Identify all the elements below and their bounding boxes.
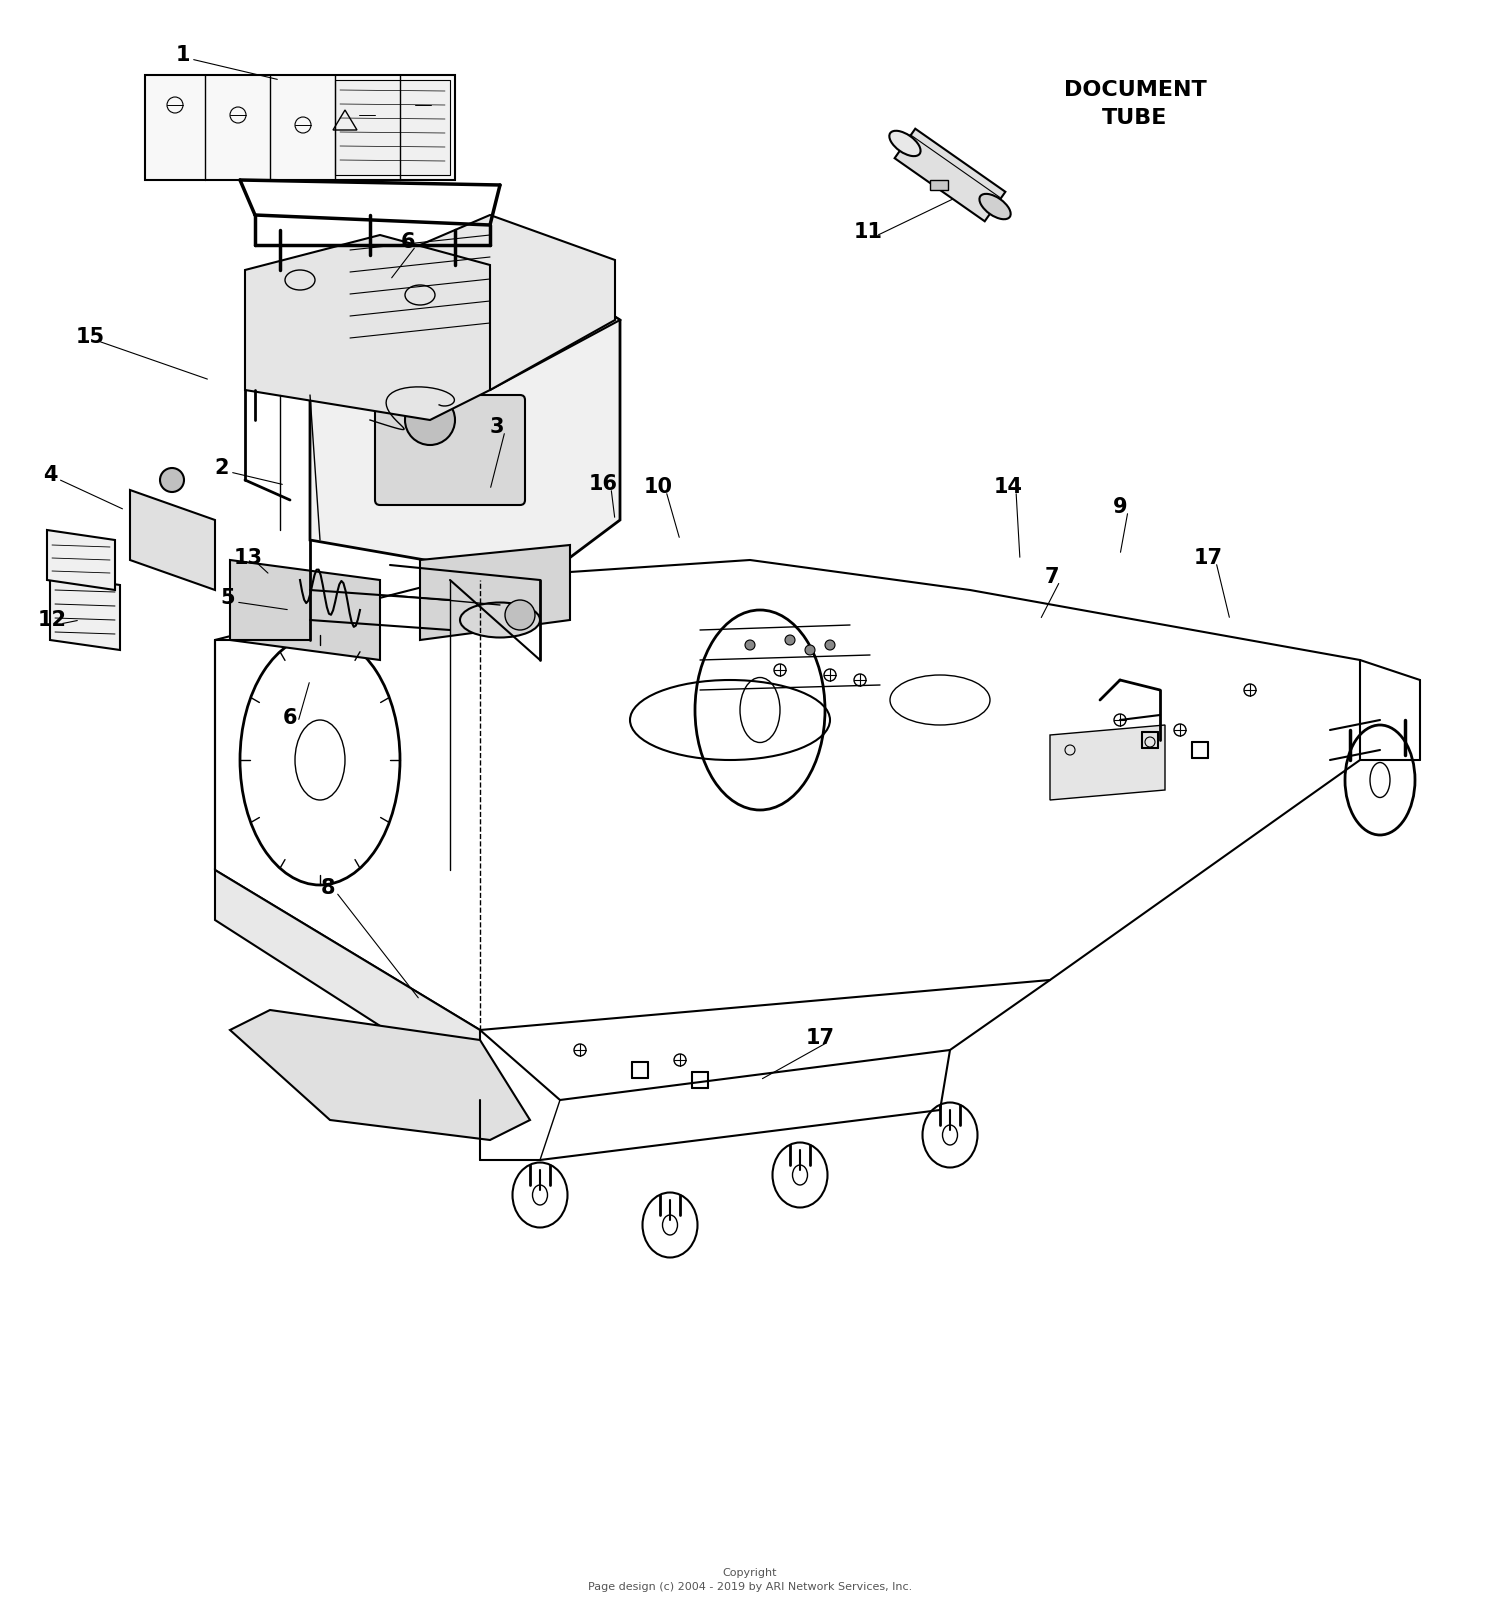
Text: 11: 11	[853, 223, 882, 242]
Polygon shape	[244, 235, 490, 419]
Polygon shape	[46, 531, 116, 590]
Ellipse shape	[460, 603, 540, 637]
Polygon shape	[420, 545, 570, 640]
Text: 1: 1	[176, 45, 190, 65]
Text: 2: 2	[214, 458, 230, 477]
Polygon shape	[310, 269, 620, 581]
Circle shape	[806, 645, 814, 655]
Polygon shape	[230, 560, 380, 660]
Ellipse shape	[980, 194, 1011, 219]
FancyBboxPatch shape	[375, 395, 525, 505]
Polygon shape	[230, 1010, 530, 1140]
Text: 12: 12	[38, 610, 66, 631]
Text: 8: 8	[321, 877, 336, 898]
FancyBboxPatch shape	[334, 81, 450, 174]
Polygon shape	[1050, 724, 1166, 800]
FancyBboxPatch shape	[930, 181, 948, 190]
Text: 17: 17	[806, 1027, 834, 1048]
FancyBboxPatch shape	[146, 74, 454, 181]
Polygon shape	[310, 269, 620, 390]
Polygon shape	[214, 869, 480, 1090]
Circle shape	[784, 636, 795, 645]
Polygon shape	[894, 129, 1005, 221]
Ellipse shape	[430, 558, 490, 582]
Circle shape	[506, 600, 536, 631]
Circle shape	[825, 640, 836, 650]
Text: 6: 6	[400, 232, 416, 252]
Text: 16: 16	[588, 474, 618, 494]
Polygon shape	[315, 215, 615, 390]
Text: 9: 9	[1113, 497, 1128, 518]
Text: TUBE: TUBE	[1102, 108, 1167, 127]
Text: 3: 3	[489, 418, 504, 437]
Text: Copyright
Page design (c) 2004 - 2019 by ARI Network Services, Inc.: Copyright Page design (c) 2004 - 2019 by…	[588, 1568, 912, 1592]
Text: 15: 15	[75, 327, 105, 347]
Text: 5: 5	[220, 589, 236, 608]
Circle shape	[746, 640, 754, 650]
Polygon shape	[50, 574, 120, 650]
Text: 14: 14	[993, 477, 1023, 497]
Circle shape	[405, 395, 454, 445]
Polygon shape	[130, 490, 214, 590]
Text: 6: 6	[282, 708, 297, 727]
Ellipse shape	[890, 131, 921, 156]
Text: 4: 4	[42, 465, 57, 486]
Text: 7: 7	[1044, 568, 1059, 587]
Text: 10: 10	[644, 477, 672, 497]
Text: 17: 17	[1194, 548, 1222, 568]
Circle shape	[160, 468, 184, 492]
Text: 13: 13	[234, 548, 262, 568]
Text: DOCUMENT: DOCUMENT	[1064, 81, 1206, 100]
